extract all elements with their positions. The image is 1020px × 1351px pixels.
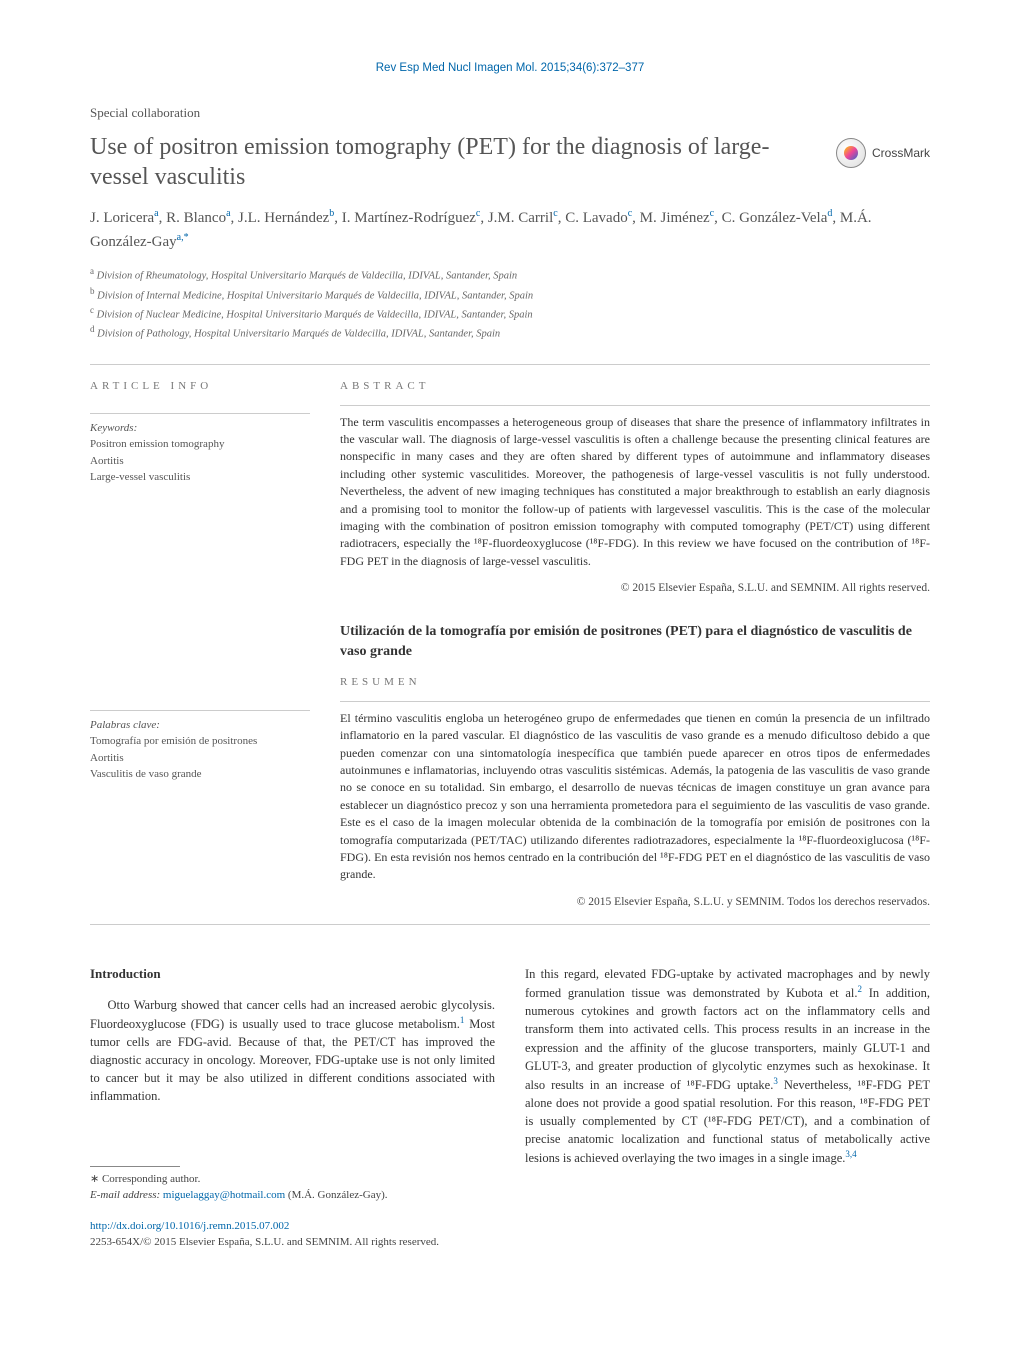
copyright-en: © 2015 Elsevier España, S.L.U. and SEMNI… bbox=[340, 580, 930, 596]
crossmark-label: CrossMark bbox=[872, 145, 930, 162]
corresponding-name: (M.Á. González-Gay). bbox=[288, 1189, 388, 1201]
corresponding-label: ∗ Corresponding author. bbox=[90, 1171, 495, 1188]
intro-paragraph-2: In this regard, elevated FDG-uptake by a… bbox=[525, 965, 930, 1168]
article-body: Introduction Otto Warburg showed that ca… bbox=[90, 965, 930, 1251]
keyword-item: Positron emission tomography bbox=[90, 436, 310, 453]
intro-paragraph-1: Otto Warburg showed that cancer cells ha… bbox=[90, 996, 495, 1106]
keywords-en: Keywords: Positron emission tomography A… bbox=[90, 413, 310, 486]
keyword-item: Tomografía por emisión de positrones bbox=[90, 733, 310, 750]
crossmark-icon bbox=[836, 138, 866, 168]
abstract-es-text: El término vasculitis engloba un heterog… bbox=[340, 710, 930, 884]
crossmark-badge[interactable]: CrossMark bbox=[836, 138, 930, 168]
introduction-heading: Introduction bbox=[90, 965, 495, 984]
article-type: Special collaboration bbox=[90, 104, 930, 122]
journal-reference: Rev Esp Med Nucl Imagen Mol. 2015;34(6):… bbox=[90, 60, 930, 76]
abstract-heading: abstract bbox=[340, 379, 930, 394]
issn-line: 2253-654X/© 2015 Elsevier España, S.L.U.… bbox=[90, 1234, 495, 1251]
copyright-es: © 2015 Elsevier España, S.L.U. y SEMNIM.… bbox=[340, 894, 930, 910]
article-info-heading: article info bbox=[90, 379, 310, 394]
keywords-heading: Keywords: bbox=[90, 420, 310, 437]
resumen-heading: resumen bbox=[340, 675, 930, 690]
divider bbox=[340, 405, 930, 406]
affiliations-block: a Division of Rheumatology, Hospital Uni… bbox=[90, 265, 930, 342]
email-label: E-mail address: bbox=[90, 1189, 160, 1201]
divider bbox=[90, 924, 930, 925]
divider bbox=[340, 701, 930, 702]
article-title-es: Utilización de la tomografía por emisión… bbox=[340, 622, 930, 661]
keyword-item: Large-vessel vasculitis bbox=[90, 469, 310, 486]
abstract-en-text: The term vasculitis encompasses a hetero… bbox=[340, 414, 930, 571]
article-title: Use of positron emission tomography (PET… bbox=[90, 132, 816, 192]
keyword-item: Vasculitis de vaso grande bbox=[90, 766, 310, 783]
ref-sup[interactable]: 3,4 bbox=[845, 1149, 856, 1159]
doi-link[interactable]: http://dx.doi.org/10.1016/j.remn.2015.07… bbox=[90, 1220, 289, 1232]
keywords-heading-es: Palabras clave: bbox=[90, 717, 310, 734]
keyword-item: Aortitis bbox=[90, 453, 310, 470]
corresponding-email[interactable]: miguelaggay@hotmail.com bbox=[163, 1189, 285, 1201]
keywords-es: Palabras clave: Tomografía por emisión d… bbox=[90, 710, 310, 783]
keyword-item: Aortitis bbox=[90, 750, 310, 767]
authors-line: J. Loriceraa, R. Blancoa, J.L. Hernández… bbox=[90, 206, 930, 253]
corresponding-footer: ∗ Corresponding author. E-mail address: … bbox=[90, 1166, 495, 1251]
